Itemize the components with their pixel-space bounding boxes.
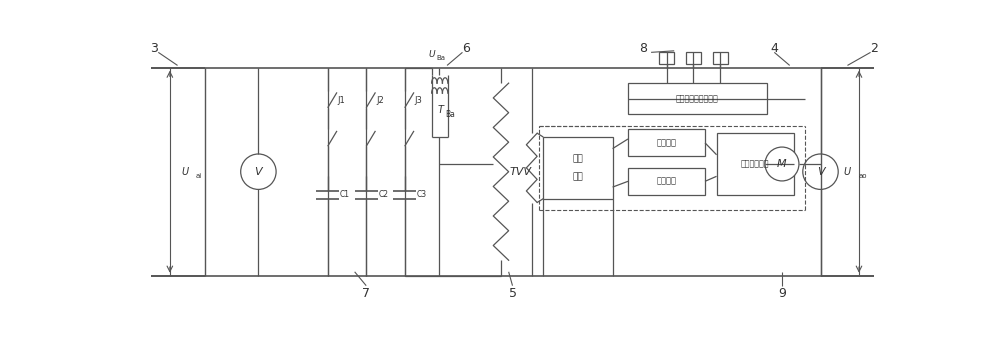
Text: T: T	[437, 105, 443, 115]
Bar	[628, 168, 705, 195]
Bar	[543, 137, 613, 199]
Text: 整流: 整流	[573, 154, 583, 163]
Text: 智能控制系统: 智能控制系统	[741, 159, 769, 169]
Text: 稳压: 稳压	[573, 173, 583, 182]
Text: U: U	[428, 50, 435, 59]
Text: 2: 2	[870, 42, 878, 55]
Text: 基准电路: 基准电路	[656, 177, 676, 186]
Text: C3: C3	[417, 190, 427, 199]
Text: 4: 4	[770, 42, 778, 55]
Text: TVV: TVV	[509, 167, 531, 177]
Text: Ba: Ba	[445, 110, 455, 119]
Text: J3: J3	[415, 96, 422, 105]
Text: C1: C1	[340, 190, 350, 199]
Bar	[717, 133, 794, 195]
Text: ai: ai	[195, 173, 202, 179]
Text: 7: 7	[362, 287, 370, 300]
Text: C2: C2	[378, 190, 388, 199]
Bar	[628, 129, 705, 156]
Text: 取样电路: 取样电路	[656, 138, 676, 147]
Text: Ba: Ba	[436, 55, 445, 61]
Text: 9: 9	[778, 287, 786, 300]
Text: M: M	[777, 159, 787, 169]
Text: 无功补偿自动控制器: 无功补偿自动控制器	[676, 94, 719, 103]
Circle shape	[803, 154, 838, 189]
Circle shape	[765, 147, 799, 181]
Text: J1: J1	[338, 96, 345, 105]
Circle shape	[241, 154, 276, 189]
Text: 8: 8	[639, 42, 647, 55]
Text: ao: ao	[859, 173, 868, 179]
Text: V: V	[817, 167, 824, 177]
Bar	[659, 52, 674, 64]
Bar	[713, 52, 728, 64]
Bar	[686, 52, 701, 64]
Text: U: U	[844, 167, 851, 177]
Text: J2: J2	[376, 96, 384, 105]
Text: 5: 5	[509, 287, 516, 300]
Text: 3: 3	[151, 42, 158, 55]
Text: 6: 6	[462, 42, 470, 55]
Text: V: V	[255, 167, 262, 177]
Text: U: U	[182, 167, 189, 177]
Bar	[628, 83, 767, 114]
